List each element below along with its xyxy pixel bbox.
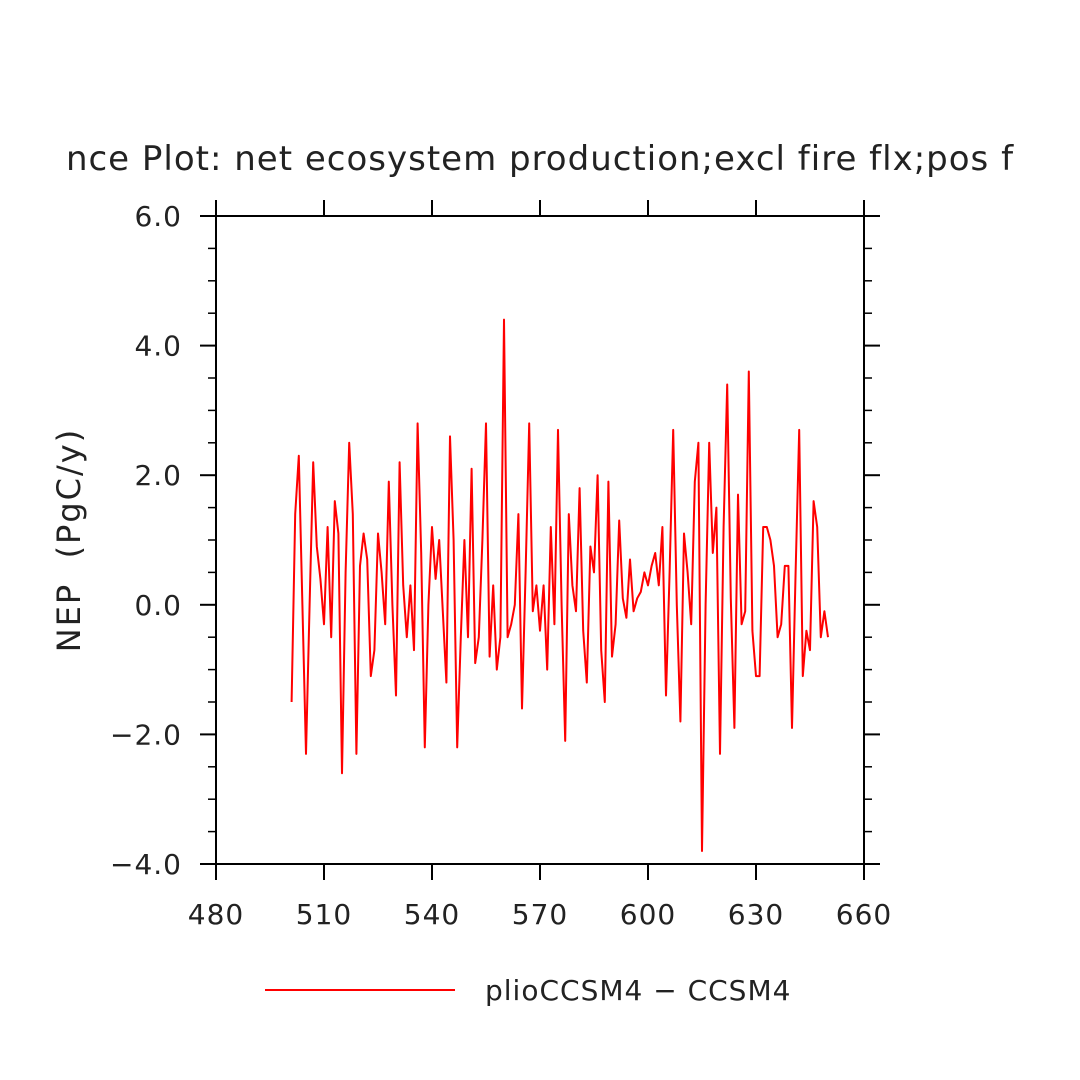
y-tick-label: 4.0 (134, 330, 182, 363)
legend-label: plioCCSM4 − CCSM4 (485, 974, 791, 1007)
x-tick-label: 480 (188, 898, 244, 931)
series-layer (290, 318, 829, 853)
series-line (290, 318, 829, 853)
x-tick-label: 600 (620, 898, 676, 931)
chart-title: nce Plot: net ecosystem production;excl … (66, 139, 1014, 179)
y-tick-label: −4.0 (110, 848, 182, 881)
x-tick-label: 660 (836, 898, 892, 931)
x-tick-labels: 480 510 540 570 600 630 660 (188, 898, 892, 931)
x-tick-label: 510 (296, 898, 352, 931)
legend: plioCCSM4 − CCSM4 (265, 974, 791, 1007)
axis-ticks (200, 200, 880, 880)
y-tick-label: 2.0 (134, 459, 182, 492)
y-tick-labels: −4.0 −2.0 0.0 2.0 4.0 6.0 (110, 200, 182, 881)
y-tick-label: −2.0 (110, 718, 182, 751)
y-tick-label: 6.0 (134, 200, 182, 233)
plot-frame (215, 215, 865, 865)
y-axis-label: NEP (PgC/y) (50, 428, 88, 652)
x-tick-label: 630 (728, 898, 784, 931)
x-tick-label: 540 (404, 898, 460, 931)
plot-axes (215, 215, 865, 865)
y-tick-label: 0.0 (134, 589, 182, 622)
x-tick-label: 570 (512, 898, 568, 931)
